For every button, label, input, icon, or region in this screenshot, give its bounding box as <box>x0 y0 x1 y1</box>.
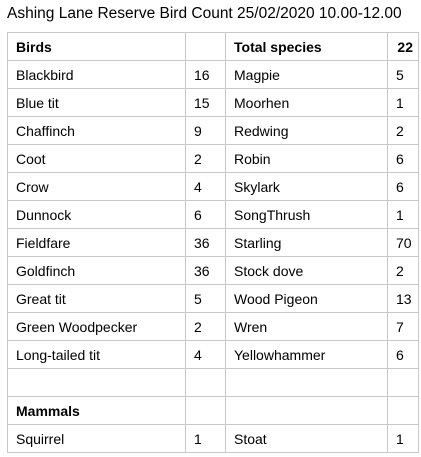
table-row: Green Woodpecker 2 Wren 7 <box>7 312 419 341</box>
bird-name: SongThrush <box>225 200 388 229</box>
bird-count: 9 <box>185 116 226 145</box>
table-row: Blackbird 16 Magpie 5 <box>7 60 419 89</box>
bird-count: 6 <box>387 144 419 173</box>
bird-count: 1 <box>387 88 419 117</box>
table-row: Long-tailed tit 4 Yellowhammer 6 <box>7 340 419 369</box>
bird-name: Green Woodpecker <box>7 312 186 341</box>
total-species-value: 22 <box>387 32 419 61</box>
empty-cell <box>225 396 388 425</box>
bird-name: Blackbird <box>7 60 186 89</box>
bird-count: 5 <box>387 60 419 89</box>
table-row: Crow 4 Skylark 6 <box>7 172 419 201</box>
empty-cell <box>7 368 186 397</box>
bird-count: 15 <box>185 88 226 117</box>
mammal-count: 1 <box>387 424 419 453</box>
bird-name: Starling <box>225 228 388 257</box>
bird-count: 5 <box>185 284 226 313</box>
document-title: Ashing Lane Reserve Bird Count 25/02/202… <box>7 5 402 22</box>
table-row: Coot 2 Robin 6 <box>7 144 419 173</box>
table-row: Squirrel 1 Stoat 1 <box>7 424 419 453</box>
bird-name: Robin <box>225 144 388 173</box>
total-species-label: Total species <box>225 32 388 61</box>
bird-count: 6 <box>387 340 419 369</box>
bird-name: Moorhen <box>225 88 388 117</box>
header-row: Birds Total species 22 <box>7 32 419 61</box>
bird-count: 6 <box>185 200 226 229</box>
bird-count: 70 <box>387 228 419 257</box>
bird-name: Stock dove <box>225 256 388 285</box>
bird-count: 6 <box>387 172 419 201</box>
table-row: Fieldfare 36 Starling 70 <box>7 228 419 257</box>
bird-name: Redwing <box>225 116 388 145</box>
bird-name: Great tit <box>7 284 186 313</box>
bird-name: Fieldfare <box>7 228 186 257</box>
mammals-header: Mammals <box>7 396 186 425</box>
bird-count-table: Birds Total species 22 Blackbird 16 Magp… <box>7 32 419 453</box>
empty-cell <box>225 368 388 397</box>
bird-name: Yellowhammer <box>225 340 388 369</box>
bird-name: Crow <box>7 172 186 201</box>
bird-count: 2 <box>387 256 419 285</box>
table-row: Great tit 5 Wood Pigeon 13 <box>7 284 419 313</box>
bird-count: 7 <box>387 312 419 341</box>
bird-count: 4 <box>185 172 226 201</box>
bird-name: Magpie <box>225 60 388 89</box>
table-row: Dunnock 6 SongThrush 1 <box>7 200 419 229</box>
table-row: Goldfinch 36 Stock dove 2 <box>7 256 419 285</box>
bird-count: 16 <box>185 60 226 89</box>
bird-count: 2 <box>387 116 419 145</box>
mammal-name: Stoat <box>225 424 388 453</box>
mammal-name: Squirrel <box>7 424 186 453</box>
mammals-header-row: Mammals <box>7 396 419 425</box>
bird-name: Chaffinch <box>7 116 186 145</box>
bird-name: Wren <box>225 312 388 341</box>
bird-name: Blue tit <box>7 88 186 117</box>
bird-count: 2 <box>185 144 226 173</box>
table-row: Chaffinch 9 Redwing 2 <box>7 116 419 145</box>
bird-name: Dunnock <box>7 200 186 229</box>
bird-name: Long-tailed tit <box>7 340 186 369</box>
bird-count: 1 <box>387 200 419 229</box>
empty-cell <box>387 368 419 397</box>
bird-count: 36 <box>185 228 226 257</box>
bird-name: Wood Pigeon <box>225 284 388 313</box>
empty-cell <box>185 32 226 61</box>
empty-cell <box>185 396 226 425</box>
bird-count: 4 <box>185 340 226 369</box>
bird-name: Goldfinch <box>7 256 186 285</box>
table-row: Blue tit 15 Moorhen 1 <box>7 88 419 117</box>
empty-cell <box>387 396 419 425</box>
bird-name: Coot <box>7 144 186 173</box>
empty-row <box>7 368 419 397</box>
empty-cell <box>185 368 226 397</box>
mammal-count: 1 <box>185 424 226 453</box>
birds-header: Birds <box>7 32 186 61</box>
bird-count: 13 <box>387 284 419 313</box>
bird-count: 2 <box>185 312 226 341</box>
bird-name: Skylark <box>225 172 388 201</box>
bird-count: 36 <box>185 256 226 285</box>
